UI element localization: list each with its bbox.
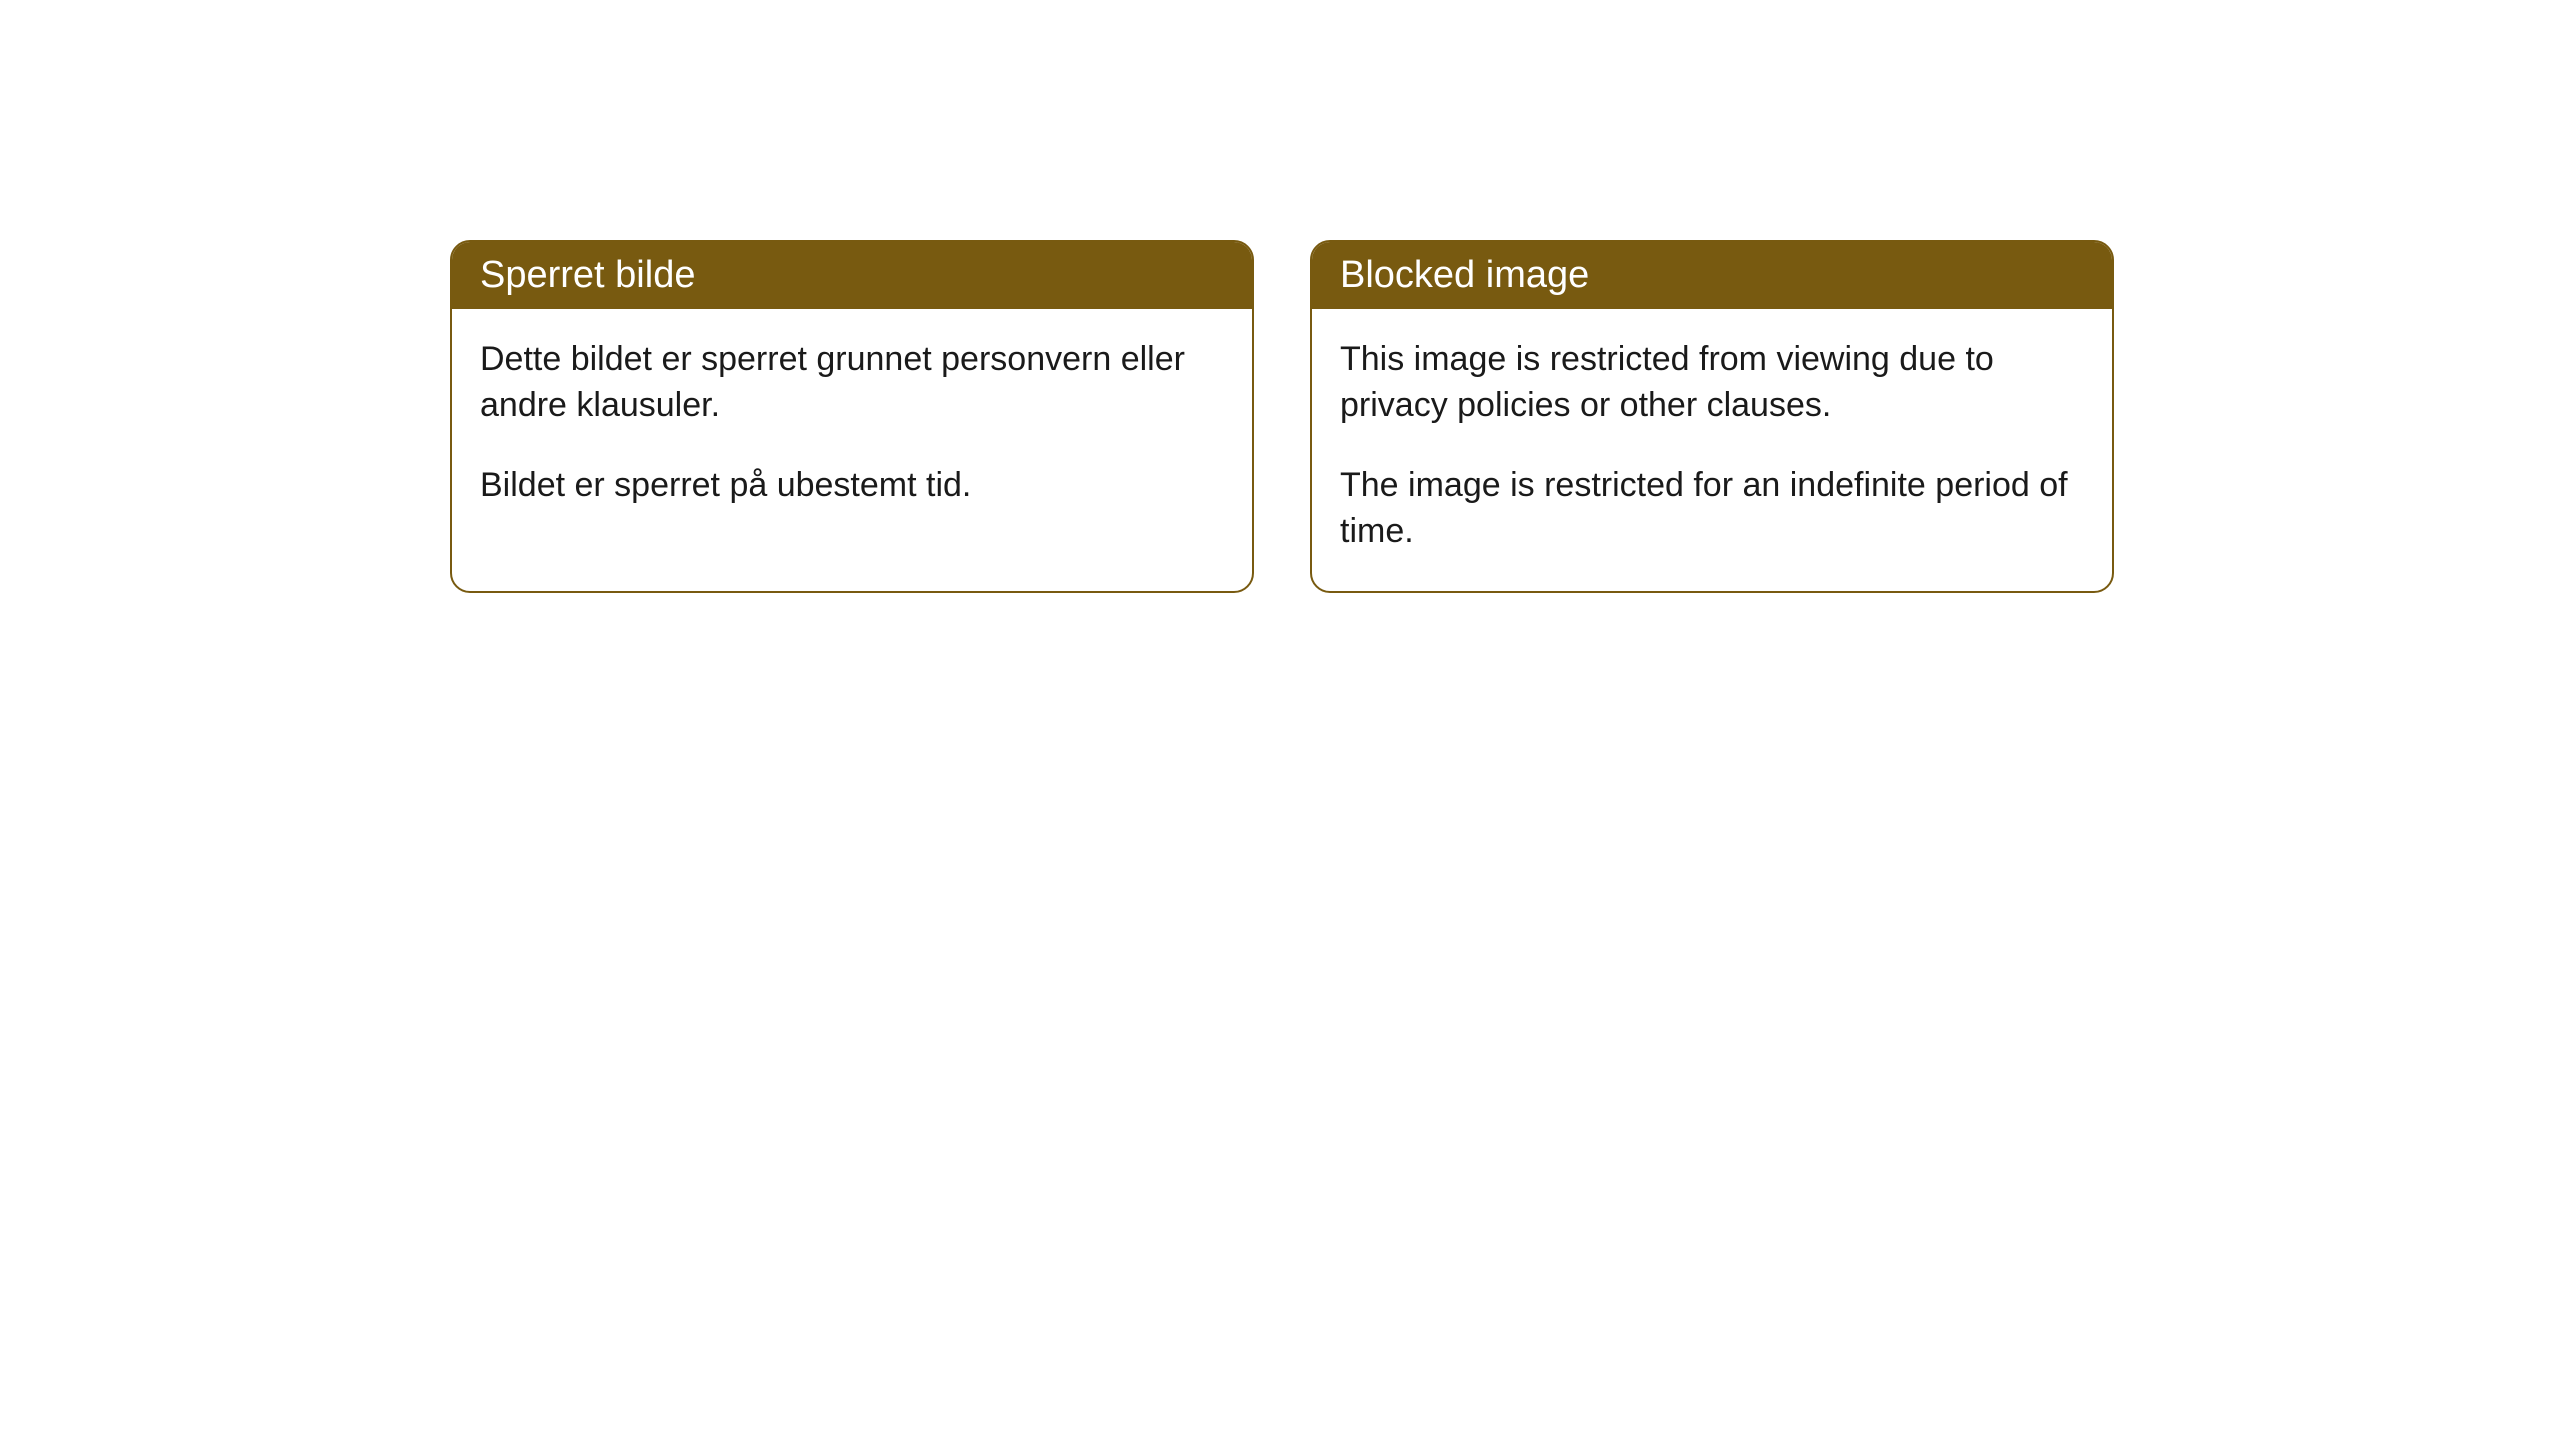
blocked-image-card-norwegian: Sperret bilde Dette bildet er sperret gr… [450, 240, 1254, 593]
card-title: Sperret bilde [480, 254, 695, 296]
cards-container: Sperret bilde Dette bildet er sperret gr… [450, 240, 2560, 593]
card-header: Sperret bilde [452, 242, 1252, 309]
card-header: Blocked image [1312, 242, 2112, 309]
card-paragraph: Dette bildet er sperret grunnet personve… [480, 337, 1224, 429]
card-paragraph: Bildet er sperret på ubestemt tid. [480, 463, 1224, 509]
card-paragraph: This image is restricted from viewing du… [1340, 337, 2084, 429]
card-title: Blocked image [1340, 254, 1589, 296]
blocked-image-card-english: Blocked image This image is restricted f… [1310, 240, 2114, 593]
card-paragraph: The image is restricted for an indefinit… [1340, 463, 2084, 555]
card-body: This image is restricted from viewing du… [1312, 309, 2112, 591]
card-body: Dette bildet er sperret grunnet personve… [452, 309, 1252, 545]
